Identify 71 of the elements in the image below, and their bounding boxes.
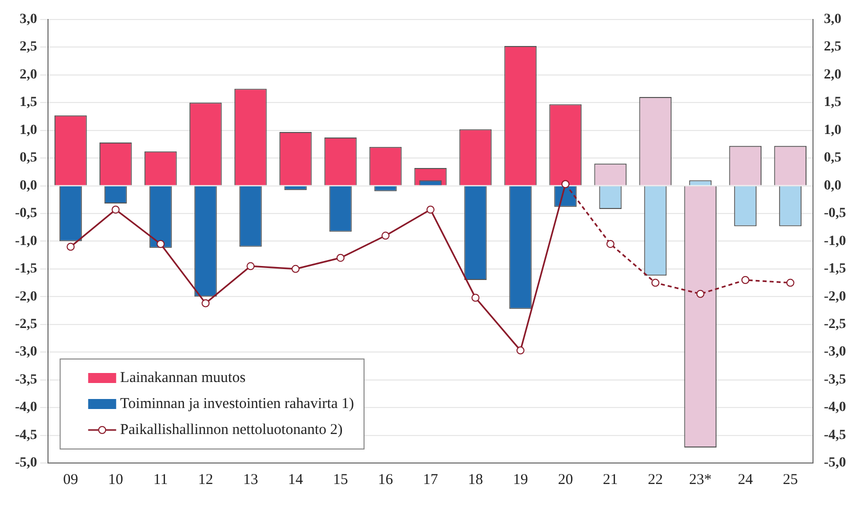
y2-tick-label: 0,5: [824, 150, 842, 166]
y-tick-label: 0,0: [20, 178, 38, 194]
point: [471, 294, 480, 302]
x-tick-label: 18: [468, 472, 483, 488]
y-tick-label: 3,0: [20, 12, 38, 28]
y2-tick-label: 2,0: [824, 67, 842, 82]
y2-tick-label: -1,5: [824, 262, 846, 277]
y-tick-label: -4,0: [14, 400, 38, 416]
x-tick-label: 14: [288, 472, 304, 488]
y-tick-label: 1,5: [20, 95, 38, 110]
point: [651, 278, 660, 287]
y-tick-label: 0,5: [20, 150, 38, 166]
point: [202, 299, 210, 308]
point: [336, 254, 345, 262]
y-tick-label: -3,0: [14, 344, 38, 360]
y-tick-label: -5,0: [14, 456, 38, 471]
x-tick-label: 11: [153, 472, 168, 488]
x-tick-label: 15: [333, 472, 348, 488]
x-tick-label: 10: [108, 472, 124, 488]
x-tick-label: 09: [63, 472, 78, 488]
point: [246, 262, 255, 270]
x-tick-label: 25: [782, 472, 798, 488]
x-tick-label: 21: [602, 472, 618, 488]
legend-label: Lainakannan muutos: [120, 370, 246, 386]
x-tick-label: 19: [512, 472, 528, 488]
point: [66, 242, 75, 251]
x-tick-label: 24: [738, 472, 754, 488]
y-tick-label: -2,0: [14, 289, 38, 304]
x-tick-label: 13: [243, 472, 258, 488]
legend-label: Paikallishallinnon nettoluotonanto 2): [120, 422, 343, 438]
point: [112, 206, 120, 214]
y2-tick-label: 3,0: [824, 12, 842, 28]
y2-tick-label: -2,0: [824, 289, 846, 304]
point: [426, 206, 434, 214]
y-tick-label: -0,5: [14, 206, 38, 222]
y-tick-label: -4,5: [14, 428, 38, 443]
y2-tick-label: -3,5: [824, 372, 846, 388]
point: [516, 346, 524, 354]
x-tick-label: 23*: [689, 472, 712, 488]
y-tick-label: -2,5: [14, 316, 38, 332]
point: [741, 276, 750, 284]
point: [561, 180, 570, 188]
y2-tick-label: -3,0: [824, 344, 846, 360]
y-tick-label: 1,0: [20, 122, 38, 138]
point: [696, 290, 704, 298]
y-tick-label: -1,5: [14, 262, 38, 277]
y2-tick-label: -0,5: [824, 206, 846, 222]
x-tick-label: 22: [648, 472, 663, 488]
legend-label: Toiminnan ja investointien rahavirta 1): [120, 396, 354, 412]
x-tick-label: 17: [423, 472, 438, 488]
point: [606, 240, 614, 248]
point: [292, 264, 300, 273]
y-tick-label: 2,0: [20, 67, 38, 82]
x-tick-label: 16: [378, 472, 394, 488]
y-tick-label: -1,0: [14, 234, 38, 249]
y2-tick-label: -4,5: [824, 428, 846, 443]
y-tick-label: -3,5: [14, 372, 38, 388]
y2-tick-label: -5,0: [824, 456, 846, 471]
y2-tick-label: 1,5: [824, 95, 842, 110]
y-tick-label: 2,5: [20, 40, 38, 55]
y2-tick-label: -2,5: [824, 316, 846, 332]
y2-tick-label: 0,0: [824, 178, 842, 194]
x-tick-label: 20: [558, 472, 573, 488]
point: [382, 232, 390, 240]
point: [786, 278, 794, 287]
y2-tick-label: 2,5: [824, 40, 842, 55]
x-tick-label: 12: [198, 472, 214, 488]
y2-tick-label: -1,0: [824, 234, 846, 249]
y2-tick-label: -4,0: [824, 400, 846, 416]
point: [156, 240, 165, 248]
y2-tick-label: 1,0: [824, 122, 842, 138]
